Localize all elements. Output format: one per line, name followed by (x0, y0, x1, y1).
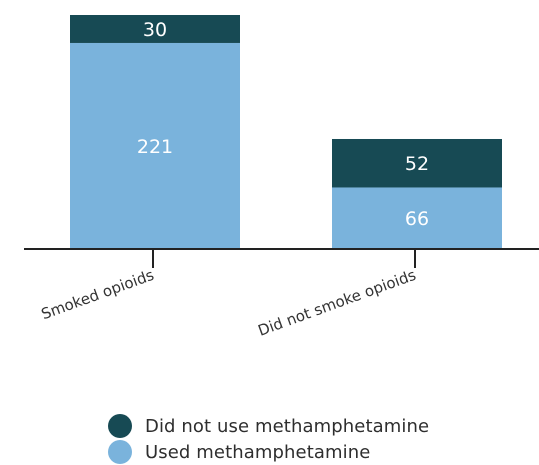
bar-segment-did-not-smoke-opioids-used-meth (332, 187, 502, 249)
legend-label-did-not-use: Did not use methamphetamine (145, 415, 430, 437)
legend-swatch-used (108, 440, 132, 464)
x-axis-ticks (152, 249, 416, 268)
legend-item-did-not-use: Did not use methamphetamine (108, 413, 528, 439)
bar-segment-smoked-opioids-did-not-use-meth (70, 15, 240, 43)
value-label-smoked-opioids-used-meth: 221 (137, 136, 173, 158)
category-label-smoked-opioids: Smoked opioids (39, 266, 157, 324)
legend-item-used: Used methamphetamine (108, 439, 528, 465)
value-label-smoked-opioids-did-not-use-meth: 30 (143, 19, 167, 41)
legend: Did not use methamphetamine Used methamp… (108, 413, 528, 465)
category-label-did-not-smoke-opioids: Did not smoke opioids (256, 266, 419, 340)
bars-layer (70, 15, 502, 250)
value-label-did-not-smoke-opioids-used-meth: 66 (405, 208, 429, 230)
value-labels-layer: 221 30 66 52 (137, 19, 429, 230)
bar-segment-did-not-smoke-opioids-did-not-use-meth (332, 138, 502, 188)
legend-label-used: Used methamphetamine (145, 441, 371, 463)
x-axis-category-labels: Smoked opioids Did not smoke opioids (39, 266, 419, 340)
value-label-did-not-smoke-opioids-did-not-use-meth: 52 (405, 153, 429, 175)
bar-segment-smoked-opioids-used-meth (70, 42, 240, 250)
legend-swatch-did-not-use (108, 414, 132, 438)
